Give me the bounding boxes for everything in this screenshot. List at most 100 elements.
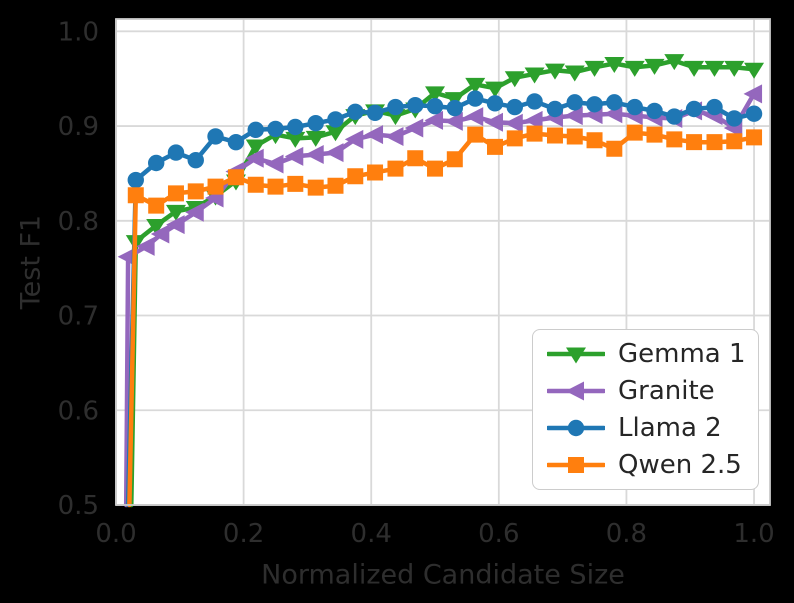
marker-triangle-down: [744, 62, 765, 79]
marker-circle: [387, 98, 404, 116]
marker-triangle-left: [284, 146, 304, 166]
marker-circle: [446, 99, 464, 117]
marker-square: [467, 126, 484, 143]
marker-triangle-down: [165, 204, 186, 221]
marker-triangle-down: [704, 60, 725, 77]
y-axis-label: Test F1: [15, 214, 47, 310]
marker-triangle-down: [485, 81, 506, 98]
marker-triangle-down: [684, 60, 705, 77]
marker-square: [347, 168, 364, 185]
marker-square: [427, 160, 444, 177]
marker-circle: [207, 128, 224, 145]
axes-spines: [115, 18, 771, 506]
marker-circle: [366, 104, 384, 121]
marker-square: [566, 128, 583, 145]
marker-triangle-down: [425, 86, 446, 103]
legend-entry-gemma-1: Gemma 1: [547, 336, 758, 372]
marker-circle: [506, 98, 523, 116]
marker-square: [148, 197, 165, 214]
marker-square: [666, 131, 683, 148]
marker-circle: [706, 98, 723, 116]
marker-circle: [586, 96, 603, 113]
marker-circle: [167, 144, 185, 161]
marker-triangle-left: [404, 118, 424, 138]
marker-circle: [486, 95, 504, 112]
marker-circle: [745, 105, 763, 122]
marker-triangle-left: [564, 106, 583, 126]
marker-triangle-down: [604, 57, 625, 74]
marker-square: [546, 127, 563, 144]
marker-triangle-left: [344, 129, 364, 149]
marker-circle: [227, 133, 245, 151]
marker-triangle-down: [146, 219, 167, 236]
marker-triangle-left: [305, 144, 324, 164]
marker-triangle-down: [564, 65, 585, 82]
y-tick-label: 0.6: [58, 396, 99, 426]
y-tick-label: 0.7: [58, 302, 99, 332]
marker-square: [387, 160, 404, 177]
x-tick-label: 0.8: [606, 519, 647, 549]
marker-triangle-left: [185, 202, 204, 222]
marker-triangle-down: [566, 347, 586, 364]
marker-circle: [566, 94, 583, 111]
legend-entry-llama-2: Llama 2: [547, 410, 758, 446]
marker-circle: [467, 90, 484, 107]
marker-triangle-left: [424, 110, 444, 130]
marker-triangle-down: [664, 54, 685, 71]
marker-square: [287, 175, 304, 192]
marker-circle: [347, 103, 364, 121]
legend-label: Granite: [618, 375, 715, 406]
marker-square: [187, 183, 204, 200]
y-tick-label: 0.5: [58, 491, 99, 521]
marker-circle: [327, 111, 344, 128]
x-tick-label: 1.0: [733, 519, 774, 549]
marker-circle: [407, 97, 424, 114]
marker-square: [686, 134, 703, 151]
marker-square: [247, 176, 264, 193]
marker-square: [706, 134, 723, 151]
y-tick-label: 1.0: [58, 17, 99, 47]
marker-triangle-down: [504, 71, 525, 88]
marker-triangle-left: [150, 224, 170, 244]
marker-square: [327, 177, 344, 194]
marker-triangle-down: [624, 60, 645, 77]
marker-circle: [147, 154, 165, 172]
x-tick-label: 0.2: [223, 519, 264, 549]
marker-square: [646, 126, 663, 143]
legend-label: Gemma 1: [618, 338, 746, 369]
marker-square: [207, 178, 224, 195]
marker-circle: [726, 110, 743, 127]
marker-square: [568, 457, 584, 474]
marker-circle: [606, 94, 623, 111]
marker-square: [267, 178, 284, 195]
marker-circle: [247, 121, 264, 139]
marker-triangle-left: [464, 107, 484, 127]
marker-triangle-left: [324, 143, 344, 163]
marker-triangle-down: [465, 77, 486, 94]
marker-square: [746, 129, 763, 146]
series-line: [123, 91, 757, 508]
marker-triangle-down: [245, 139, 266, 156]
marker-triangle-left: [136, 236, 155, 256]
y-tick-label: 0.9: [58, 112, 99, 142]
marker-circle: [307, 115, 324, 132]
marker-square: [367, 164, 384, 181]
marker-triangle-left: [166, 215, 185, 235]
marker-square: [167, 185, 184, 202]
marker-circle: [287, 118, 304, 136]
marker-circle: [267, 120, 284, 138]
marker-square: [407, 150, 424, 167]
marker-triangle-left: [504, 113, 523, 133]
marker-triangle-down: [325, 125, 346, 142]
marker-circle: [526, 93, 543, 110]
legend-entry-qwen-2-5: Qwen 2.5: [547, 447, 758, 483]
legend-label: Llama 2: [618, 413, 722, 444]
marker-triangle-down: [285, 131, 306, 148]
series-llama-2: [125, 90, 763, 508]
marker-circle: [685, 100, 703, 118]
x-tick-label: 0.0: [95, 519, 136, 549]
marker-triangle-left: [444, 111, 463, 131]
marker-triangle-down: [524, 67, 545, 84]
legend: Gemma 1 Granite Llama 2 Qwen 2.5: [532, 329, 759, 490]
